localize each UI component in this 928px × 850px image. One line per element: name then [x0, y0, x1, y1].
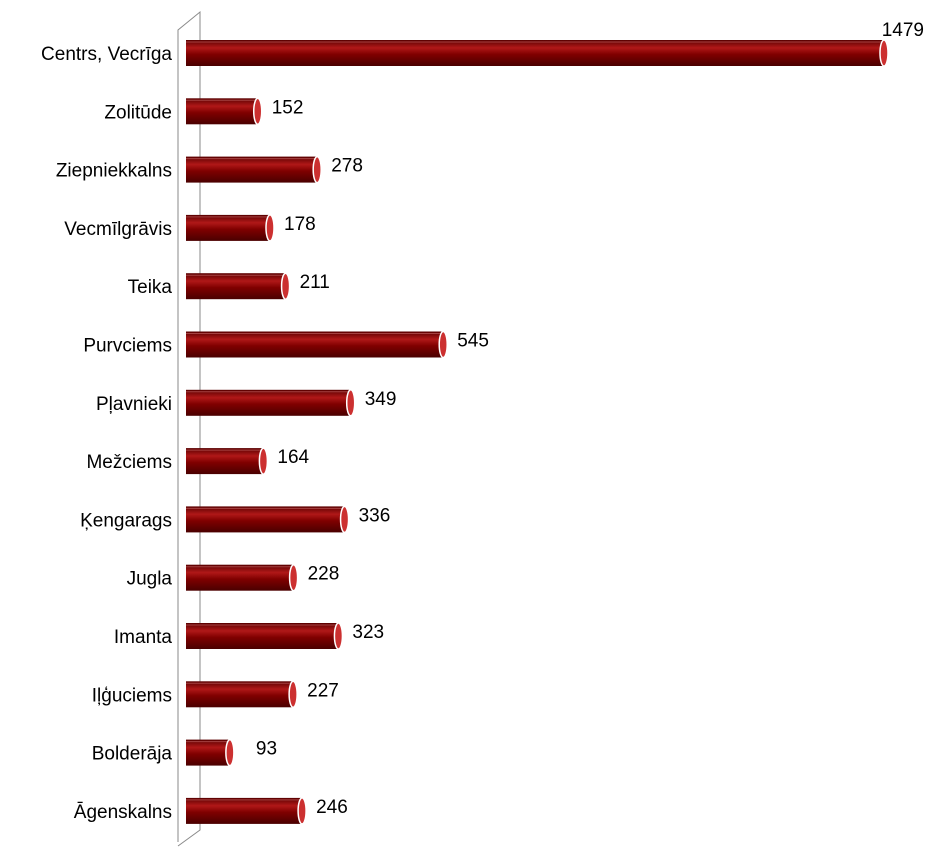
bar-end-cap: [258, 447, 269, 475]
value-label: 1479: [882, 20, 924, 41]
value-label: 278: [331, 156, 363, 177]
bar-end-cap: [333, 622, 344, 650]
bar-end-cap: [438, 330, 448, 359]
bar-body: [186, 739, 230, 766]
value-label: 178: [284, 214, 316, 235]
bar-end-cap: [288, 680, 298, 709]
bar-body: [186, 214, 271, 241]
bar: [186, 330, 448, 359]
bar: [186, 389, 356, 417]
value-label: 152: [272, 97, 304, 118]
category-label: Centrs, Vecrīga: [41, 44, 172, 65]
value-label: 93: [256, 739, 277, 760]
category-label: Āgenskalns: [74, 802, 172, 823]
bar-end-cap: [297, 797, 307, 825]
category-label: Iļģuciems: [92, 685, 172, 706]
category-label: Imanta: [114, 627, 173, 648]
bar: [186, 39, 889, 67]
bar-end-cap: [345, 389, 356, 417]
bar-end-cap: [225, 738, 235, 767]
bar: [186, 272, 291, 300]
category-label: Ķengarags: [80, 510, 172, 531]
value-label: 227: [307, 680, 339, 701]
bar-body: [186, 273, 286, 300]
axis-wall: [177, 10, 201, 847]
bar-body: [186, 564, 294, 591]
bar: [186, 680, 298, 709]
bar-end-cap: [312, 155, 322, 184]
category-label: Teika: [128, 277, 173, 298]
bar: [186, 214, 275, 242]
value-label: 349: [365, 389, 397, 410]
value-label: 336: [359, 505, 391, 526]
bar-body: [186, 331, 444, 358]
bar: [186, 797, 307, 825]
bar-end-cap: [879, 39, 889, 67]
bar: [186, 447, 269, 475]
bar: [186, 738, 235, 767]
bar: [186, 155, 322, 184]
bar-body: [186, 98, 258, 125]
value-label: 545: [457, 331, 489, 352]
bar-body: [186, 156, 318, 183]
value-label: 228: [308, 564, 340, 585]
labels: Centrs, Vecrīga 1479 Zolitūde 152 Ziepniekka…: [41, 20, 924, 823]
category-label: Zolitūde: [104, 102, 172, 123]
bar-end-cap: [280, 272, 291, 300]
bar-body: [186, 506, 345, 533]
category-label: Vecmīlgrāvis: [64, 219, 172, 240]
bar-end-cap: [252, 97, 263, 126]
category-label: Ziepniekkalns: [56, 161, 172, 182]
value-label: 211: [300, 272, 330, 293]
category-label: Mežciems: [86, 452, 172, 473]
value-label: 164: [277, 447, 309, 468]
bar-end-cap: [288, 563, 299, 592]
bar-end-cap: [339, 505, 350, 534]
bar-body: [186, 681, 294, 708]
bar: [186, 563, 299, 592]
category-label: Purvciems: [83, 336, 172, 357]
axis: [177, 10, 201, 847]
value-label: 323: [352, 622, 384, 643]
value-label: 246: [316, 797, 348, 818]
bar-body: [186, 389, 351, 416]
bar-body: [186, 448, 264, 475]
bar-body: [186, 623, 339, 649]
bar-end-cap: [265, 214, 275, 242]
category-label: Jugla: [127, 569, 173, 590]
bar: [186, 97, 263, 126]
category-label: Pļavnieki: [96, 394, 172, 415]
bars: [186, 39, 889, 825]
bar: [186, 622, 344, 650]
category-label: Bolderāja: [92, 744, 173, 765]
bar-body: [186, 40, 884, 66]
bar-body: [186, 797, 303, 824]
bar: [186, 505, 350, 534]
